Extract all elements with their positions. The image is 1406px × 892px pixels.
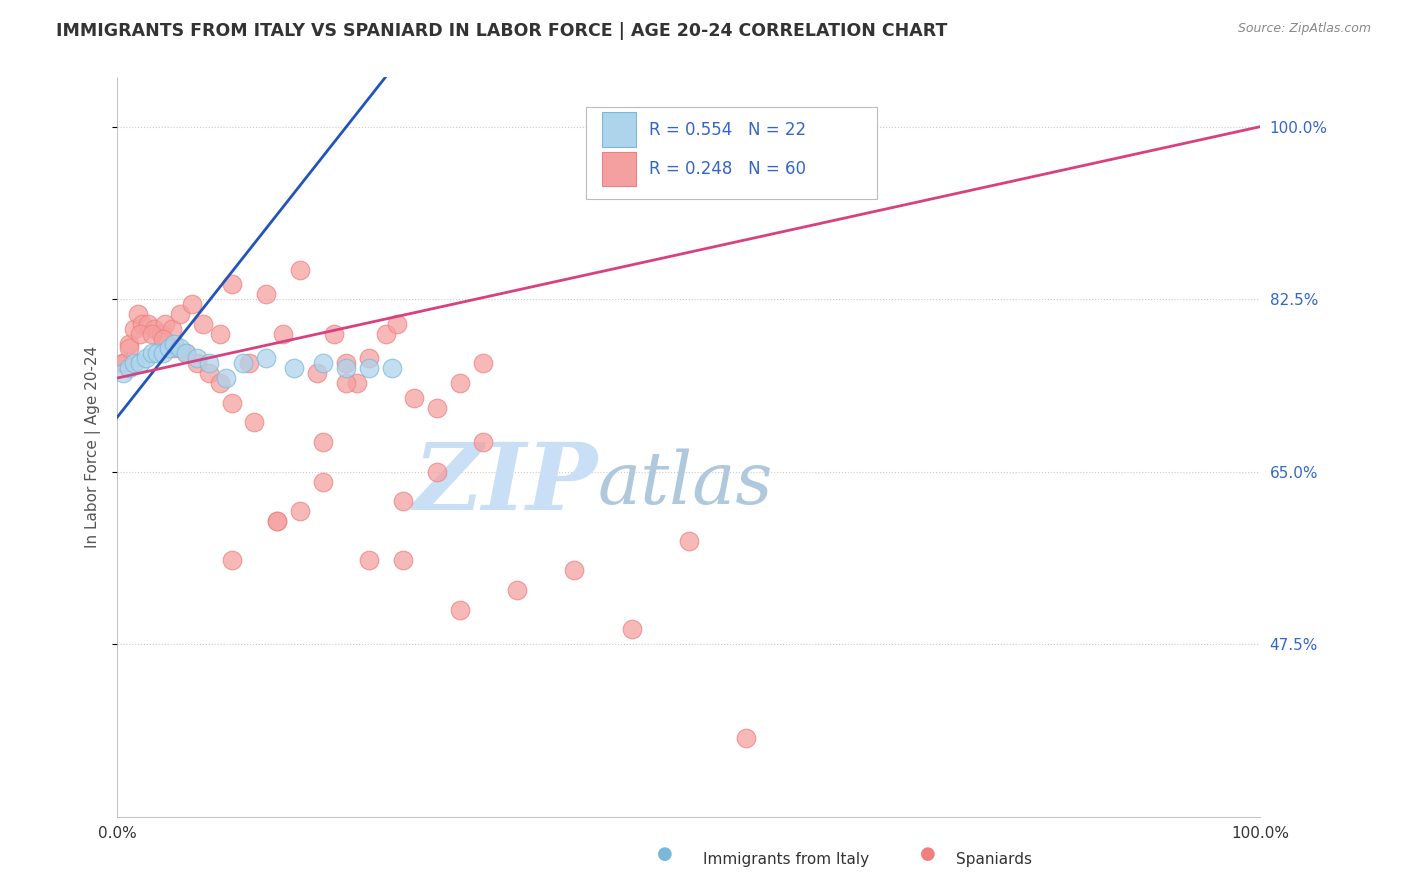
Point: [471, 356, 494, 370]
Point: [221, 277, 243, 292]
Point: [142, 322, 165, 336]
Point: [163, 336, 186, 351]
Point: [191, 317, 214, 331]
Point: [335, 361, 357, 376]
Point: [129, 326, 152, 341]
Point: [254, 287, 277, 301]
Text: ●: ●: [657, 846, 673, 863]
Point: [232, 356, 254, 370]
Point: [152, 346, 174, 360]
Point: [380, 361, 402, 376]
Point: [111, 356, 134, 370]
Point: [141, 326, 163, 341]
Text: Immigrants from Italy: Immigrants from Italy: [703, 852, 869, 867]
FancyBboxPatch shape: [602, 152, 636, 186]
Point: [118, 336, 141, 351]
Point: [186, 351, 208, 366]
Point: [129, 356, 152, 370]
Point: [307, 366, 329, 380]
Point: [127, 307, 149, 321]
Text: ZIP: ZIP: [413, 439, 598, 529]
Point: [426, 465, 449, 479]
Text: R = 0.554   N = 22: R = 0.554 N = 22: [648, 120, 806, 139]
Point: [160, 322, 183, 336]
Point: [209, 326, 232, 341]
Point: [118, 361, 141, 376]
Point: [111, 366, 134, 380]
Y-axis label: In Labor Force | Age 20-24: In Labor Force | Age 20-24: [86, 346, 101, 549]
Point: [357, 361, 380, 376]
Point: [312, 475, 335, 489]
Text: Source: ZipAtlas.com: Source: ZipAtlas.com: [1237, 22, 1371, 36]
Text: R = 0.248   N = 60: R = 0.248 N = 60: [648, 160, 806, 178]
Point: [174, 346, 197, 360]
Point: [135, 351, 157, 366]
Point: [335, 376, 357, 390]
Text: IMMIGRANTS FROM ITALY VS SPANIARD IN LABOR FORCE | AGE 20-24 CORRELATION CHART: IMMIGRANTS FROM ITALY VS SPANIARD IN LAB…: [56, 22, 948, 40]
Point: [449, 602, 471, 616]
FancyBboxPatch shape: [586, 107, 877, 200]
Point: [146, 346, 169, 360]
Point: [169, 307, 191, 321]
Point: [136, 317, 159, 331]
Text: atlas: atlas: [598, 449, 773, 519]
Point: [238, 356, 260, 370]
Point: [254, 351, 277, 366]
Point: [152, 332, 174, 346]
Point: [312, 435, 335, 450]
Point: [346, 376, 368, 390]
Text: Spaniards: Spaniards: [956, 852, 1032, 867]
Point: [197, 366, 219, 380]
Point: [449, 376, 471, 390]
Point: [678, 533, 700, 548]
Point: [124, 356, 146, 370]
Point: [131, 317, 153, 331]
Point: [174, 346, 197, 360]
Point: [312, 356, 335, 370]
Point: [141, 346, 163, 360]
Point: [426, 401, 449, 415]
Point: [620, 623, 643, 637]
Point: [266, 514, 288, 528]
Point: [221, 553, 243, 567]
Point: [149, 326, 172, 341]
Point: [387, 317, 409, 331]
Point: [163, 342, 186, 356]
Point: [209, 376, 232, 390]
Point: [288, 262, 311, 277]
Point: [471, 435, 494, 450]
Point: [374, 326, 396, 341]
Text: ●: ●: [920, 846, 936, 863]
Point: [180, 297, 202, 311]
Point: [283, 361, 305, 376]
Point: [271, 326, 294, 341]
Point: [404, 391, 426, 405]
Point: [734, 731, 756, 745]
Point: [266, 514, 288, 528]
Point: [155, 317, 177, 331]
Point: [157, 342, 180, 356]
Point: [357, 553, 380, 567]
Point: [335, 356, 357, 370]
Point: [392, 494, 415, 508]
Point: [564, 563, 586, 577]
Point: [111, 356, 134, 370]
Point: [186, 356, 208, 370]
Point: [169, 342, 191, 356]
Point: [243, 416, 266, 430]
Point: [197, 356, 219, 370]
Point: [392, 553, 415, 567]
Point: [288, 504, 311, 518]
Point: [221, 395, 243, 409]
FancyBboxPatch shape: [602, 112, 636, 147]
Point: [357, 351, 380, 366]
Point: [124, 322, 146, 336]
Point: [118, 342, 141, 356]
Point: [323, 326, 346, 341]
Point: [506, 582, 529, 597]
Point: [215, 371, 238, 385]
